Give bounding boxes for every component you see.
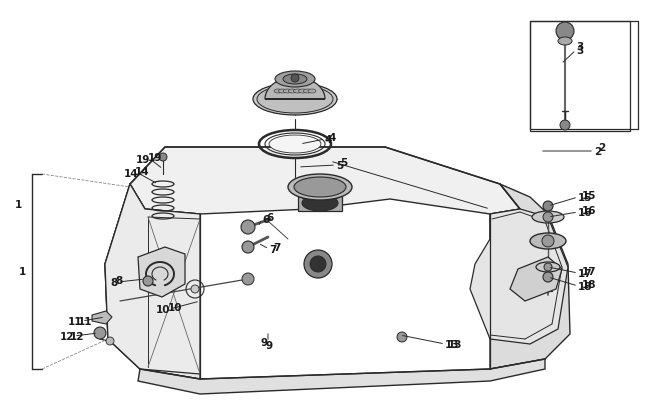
Ellipse shape [298,90,307,94]
Polygon shape [105,185,200,379]
Polygon shape [298,192,342,211]
Text: 9: 9 [266,340,273,350]
Text: 8: 8 [115,275,122,285]
Text: 1: 1 [19,266,26,276]
Text: 13: 13 [448,339,463,349]
Circle shape [543,272,553,282]
Text: 4: 4 [325,135,332,145]
Text: 19: 19 [136,155,150,164]
Text: 1: 1 [15,200,22,209]
Text: 6: 6 [262,215,269,224]
Text: 11: 11 [78,316,92,326]
Ellipse shape [283,90,291,94]
Text: 7: 7 [269,244,276,254]
Text: 2: 2 [594,147,601,157]
Circle shape [159,153,167,162]
Text: 18: 18 [578,281,593,291]
Text: 14: 14 [135,166,150,177]
Text: 15: 15 [578,192,593,202]
Text: 10: 10 [168,302,183,312]
Polygon shape [265,78,325,100]
Circle shape [94,327,106,339]
Text: 16: 16 [578,207,593,217]
Text: 18: 18 [582,279,597,289]
Circle shape [304,250,332,278]
Circle shape [556,23,574,41]
Text: 3: 3 [576,46,583,56]
Circle shape [241,220,255,234]
Ellipse shape [558,38,572,46]
Ellipse shape [304,90,311,94]
Ellipse shape [253,84,337,116]
Bar [530,22,630,132]
Ellipse shape [294,177,346,198]
Text: 9: 9 [261,337,268,347]
Polygon shape [138,247,185,297]
Ellipse shape [302,196,338,211]
Text: 12: 12 [60,331,74,341]
Circle shape [106,337,114,345]
Circle shape [242,241,254,254]
Polygon shape [130,148,520,215]
Ellipse shape [257,86,333,114]
Circle shape [310,256,326,272]
Polygon shape [470,209,568,344]
Circle shape [544,263,552,271]
Text: 14: 14 [124,168,138,179]
Text: 8: 8 [111,277,118,287]
Ellipse shape [275,72,315,88]
Ellipse shape [269,136,321,153]
Polygon shape [138,359,545,394]
Polygon shape [510,257,562,301]
Circle shape [542,235,554,247]
Ellipse shape [296,181,344,202]
Text: 5: 5 [336,161,343,171]
Circle shape [291,75,299,83]
Text: 15: 15 [582,190,597,200]
Circle shape [191,285,199,293]
Text: 13: 13 [445,339,460,349]
Ellipse shape [530,233,566,249]
Ellipse shape [532,211,564,224]
Ellipse shape [536,262,560,272]
Text: 12: 12 [70,331,84,341]
Polygon shape [490,185,570,369]
Text: 11: 11 [68,316,82,326]
Text: 6: 6 [266,213,273,222]
Ellipse shape [288,175,352,200]
Ellipse shape [279,90,287,94]
Text: 7: 7 [273,243,280,252]
Text: 16: 16 [582,205,597,215]
Text: 2: 2 [598,143,605,153]
Ellipse shape [283,75,307,85]
Ellipse shape [289,90,296,94]
Ellipse shape [274,90,282,94]
Text: 17: 17 [582,266,597,276]
Ellipse shape [308,90,316,94]
Circle shape [397,332,407,342]
Text: 5: 5 [340,158,347,168]
Polygon shape [105,185,200,374]
Polygon shape [92,311,112,324]
Text: 3: 3 [576,42,583,52]
Text: 19: 19 [148,153,162,162]
Circle shape [242,273,254,285]
Text: 4: 4 [329,133,337,143]
Circle shape [543,202,553,211]
Text: 17: 17 [578,269,593,278]
Circle shape [543,213,553,222]
Text: 10: 10 [155,304,170,314]
Circle shape [560,121,570,131]
Circle shape [143,276,153,286]
Ellipse shape [294,90,302,94]
